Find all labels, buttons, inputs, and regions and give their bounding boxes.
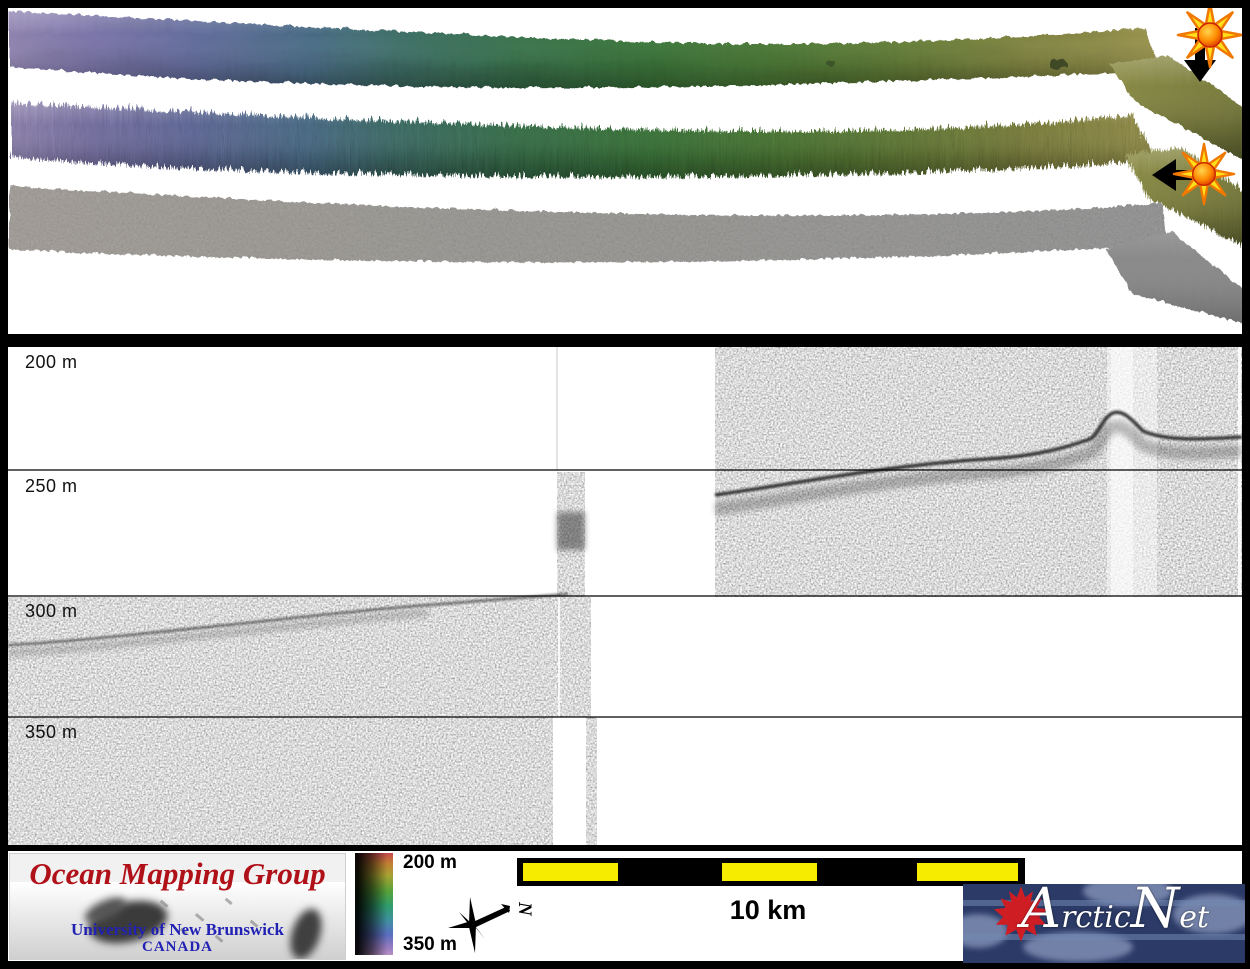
sun-illuminated-swath xyxy=(8,100,1154,175)
bathymetry-swath xyxy=(8,10,1158,87)
sun-icon xyxy=(1176,1,1244,69)
depth-label-250: 250 m xyxy=(25,476,78,496)
arcticnet-part2: Net xyxy=(1130,884,1210,941)
north-arrow-icon: N xyxy=(448,897,535,953)
subsurface-reflector xyxy=(7,609,429,657)
scale-bar-segment xyxy=(722,863,817,881)
depth-colorbar xyxy=(355,853,393,955)
depth-label-200: 200 m xyxy=(25,352,78,372)
omg-country: CANADA xyxy=(142,939,213,955)
scale-bar-segment xyxy=(917,863,1018,881)
arcticnet-logo: ArcticNet xyxy=(963,884,1245,963)
omg-logo: Ocean Mapping Group University of New Br… xyxy=(9,853,346,960)
scale-bar-segment xyxy=(523,863,618,881)
logo-stripe xyxy=(963,900,1245,906)
omg-university: University of New Brunswick xyxy=(71,920,284,939)
north-letter: N xyxy=(514,901,535,917)
colorbar-bottom-label: 350 m xyxy=(403,934,457,955)
arcticnet-wordmark: ArcticNet xyxy=(1021,884,1241,941)
profile-strip-lower xyxy=(586,717,597,845)
swath-graphics xyxy=(8,1,1244,322)
logo-stripe xyxy=(963,934,1245,940)
scale-bar-label: 10 km xyxy=(729,895,807,925)
legend-bar: Ocean Mapping Group University of New Br… xyxy=(8,851,1245,963)
pockmark xyxy=(825,59,835,65)
seafloor-reflector xyxy=(714,410,1243,497)
profile-panel-lower-left xyxy=(7,592,597,845)
seafloor-reflector xyxy=(7,592,569,647)
depth-gridlines xyxy=(8,469,1242,718)
omg-title: Ocean Mapping Group xyxy=(29,856,326,891)
swath-imagery-panel xyxy=(8,1,1244,334)
depth-label-350: 350 m xyxy=(25,722,78,742)
maple-leaf-icon xyxy=(994,886,1048,942)
scale-bar xyxy=(517,858,1025,886)
arcticnet-part1: Arctic xyxy=(1021,884,1131,941)
backscatter-swath xyxy=(8,185,1165,261)
pockmark xyxy=(1048,58,1066,68)
depth-label-300: 300 m xyxy=(25,601,78,621)
subbottom-profile-panel: 200 m 250 m 300 m 350 m xyxy=(7,347,1243,845)
omg-logo-backdrop xyxy=(10,882,345,959)
subsurface-reflector xyxy=(714,419,1243,516)
profile-graphics xyxy=(7,347,1243,845)
backscatter-swath-bend xyxy=(1104,230,1242,322)
colorbar-top-label: 200 m xyxy=(403,852,457,873)
sun-icon xyxy=(1172,142,1236,206)
profile-panel-upper-right xyxy=(714,347,1243,597)
seafloor-feature-blob xyxy=(290,908,322,959)
